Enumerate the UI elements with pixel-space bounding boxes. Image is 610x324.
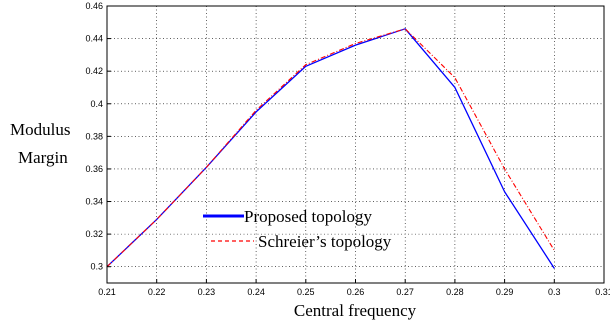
y-tick-label: 0.42 bbox=[85, 66, 103, 76]
x-tick-label: 0.28 bbox=[446, 287, 464, 297]
x-tick-label: 0.27 bbox=[396, 287, 414, 297]
legend-label-schreier: Schreier’s topology bbox=[258, 232, 392, 251]
series-line-schreier bbox=[106, 28, 555, 268]
x-tick-label: 0.26 bbox=[347, 287, 365, 297]
y-tick-label: 0.4 bbox=[90, 99, 103, 109]
x-axis-label: Central frequency bbox=[294, 301, 417, 320]
x-tick-label: 0.25 bbox=[297, 287, 315, 297]
y-ticks: 0.3 0.32 0.34 0.36 0.38 0.4 0.42 0.44 0.46 bbox=[85, 1, 111, 272]
series-lines bbox=[106, 28, 555, 269]
legend-label-proposed: Proposed topology bbox=[244, 207, 372, 226]
y-tick-label: 0.46 bbox=[85, 1, 103, 11]
y-tick-label: 0.36 bbox=[85, 164, 103, 174]
y-tick-label: 0.38 bbox=[85, 131, 103, 141]
x-tick-label: 0.29 bbox=[496, 287, 514, 297]
y-axis-label-line-2: Margin bbox=[18, 148, 68, 167]
y-tick-label: 0.32 bbox=[85, 229, 103, 239]
x-ticks: 0.21 0.22 0.23 0.24 0.25 0.26 0.27 0.28 0.29 0.3 0… bbox=[98, 279, 610, 297]
legend: Proposed topology Schreier’s topology bbox=[203, 207, 392, 251]
x-tick-label: 0.31 bbox=[595, 287, 610, 297]
y-tick-label: 0.44 bbox=[85, 34, 103, 44]
x-tick-label: 0.22 bbox=[148, 287, 166, 297]
x-tick-label: 0.3 bbox=[548, 287, 561, 297]
y-tick-label: 0.34 bbox=[85, 197, 103, 207]
y-tick-label: 0.3 bbox=[90, 262, 103, 272]
x-tick-label: 0.23 bbox=[198, 287, 216, 297]
x-tick-label: 0.24 bbox=[247, 287, 265, 297]
x-tick-label: 0.21 bbox=[98, 287, 116, 297]
y-axis-label-line-1: Modulus bbox=[10, 120, 70, 139]
